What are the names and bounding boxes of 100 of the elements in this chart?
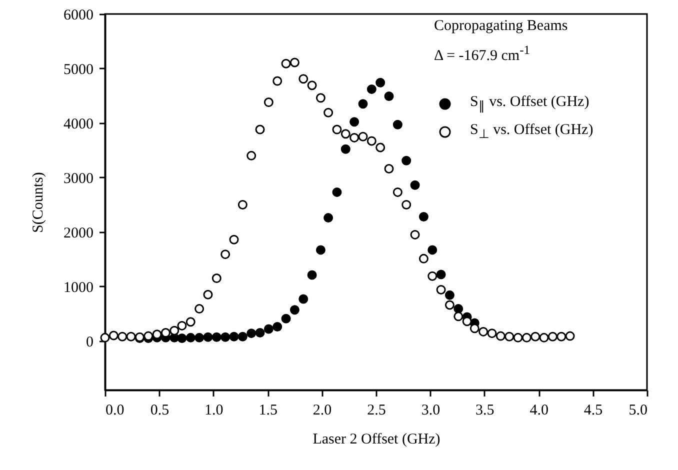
point [504, 332, 514, 342]
point [264, 324, 274, 334]
point [170, 326, 180, 336]
point [410, 230, 420, 240]
point [436, 284, 446, 294]
point [332, 124, 342, 134]
point [565, 331, 575, 341]
point [428, 245, 438, 255]
point [436, 270, 446, 280]
point [332, 187, 342, 197]
x-tick-label: 3.5 [476, 402, 494, 418]
x-tick-label: 3.0 [421, 402, 440, 418]
y-tick-label: 2000 [64, 225, 94, 242]
point [487, 328, 497, 338]
point [418, 254, 428, 264]
legend-label: S$_{∥}$ vs. Offset (GHz) [470, 94, 590, 114]
point [246, 150, 256, 160]
y-tick-label: 0 [86, 334, 94, 350]
point [255, 124, 265, 134]
point [392, 187, 402, 197]
y-tick-label: 3000 [64, 170, 94, 187]
x-tick-label: 0.0 [106, 402, 124, 418]
annotation: Copropagating Beams [434, 18, 568, 35]
point [220, 332, 230, 342]
point [340, 129, 350, 139]
x-tick-label: 1.0 [204, 402, 224, 418]
point [290, 305, 300, 315]
x-axis-title: Laser 2 Offset (GHz) [312, 432, 440, 448]
point [470, 324, 480, 334]
point [366, 136, 376, 146]
point [186, 317, 196, 327]
x-tick-label: 4.5 [584, 402, 603, 418]
point [522, 332, 532, 342]
point [203, 332, 213, 342]
point [212, 274, 222, 284]
point [238, 332, 248, 342]
point [358, 132, 368, 142]
point [203, 290, 213, 300]
point [366, 84, 376, 94]
point [384, 92, 394, 102]
point [212, 332, 222, 342]
point [281, 314, 291, 324]
point [238, 200, 248, 210]
point [454, 304, 464, 314]
x-tick-label: 2.0 [312, 402, 332, 418]
point [177, 320, 187, 330]
point [229, 332, 239, 342]
point [281, 58, 291, 68]
point [298, 74, 308, 84]
point [462, 316, 472, 326]
y-axis-title: S(Counts) [30, 172, 46, 233]
point [454, 312, 464, 322]
point [350, 117, 360, 127]
point [340, 144, 350, 154]
point [100, 332, 110, 342]
point [384, 164, 394, 174]
x-tick-label: 5.0 [628, 402, 648, 418]
point [272, 322, 282, 332]
point [513, 332, 523, 342]
x-tick-label: 1.5 [258, 402, 278, 418]
point [290, 58, 300, 68]
x-tick-label: 0.5 [150, 402, 170, 418]
point [496, 331, 506, 341]
point [255, 328, 265, 338]
point [118, 332, 128, 342]
point [324, 108, 334, 118]
point [307, 80, 317, 90]
point [556, 332, 566, 342]
point [126, 332, 136, 342]
y-tick-label: 4000 [64, 116, 94, 132]
point [402, 156, 412, 166]
point [229, 234, 239, 244]
point [272, 76, 282, 86]
point [358, 99, 368, 109]
point [220, 250, 230, 260]
point [539, 332, 549, 342]
y-tick-label: 1000 [64, 280, 94, 296]
point [530, 332, 540, 342]
x-tick-label: 4.0 [530, 402, 548, 418]
point [428, 271, 438, 281]
point [478, 326, 488, 336]
point [108, 330, 118, 340]
annotation: Δ = -167.9 cm$^{-1}$ [434, 43, 532, 65]
point [444, 300, 454, 310]
point [418, 212, 428, 222]
point [548, 332, 558, 342]
y-tick-label: 5000 [64, 62, 94, 78]
point [307, 270, 317, 280]
point [376, 142, 386, 152]
point [246, 328, 256, 338]
point [324, 213, 334, 223]
point [186, 332, 196, 342]
point [194, 304, 204, 314]
legend-label: S$_{⊥}$ vs. Offset (GHz) [470, 122, 594, 142]
point [402, 200, 412, 210]
point [444, 290, 454, 300]
point [350, 132, 360, 142]
point [410, 180, 420, 190]
point [194, 332, 204, 342]
point [392, 120, 402, 130]
